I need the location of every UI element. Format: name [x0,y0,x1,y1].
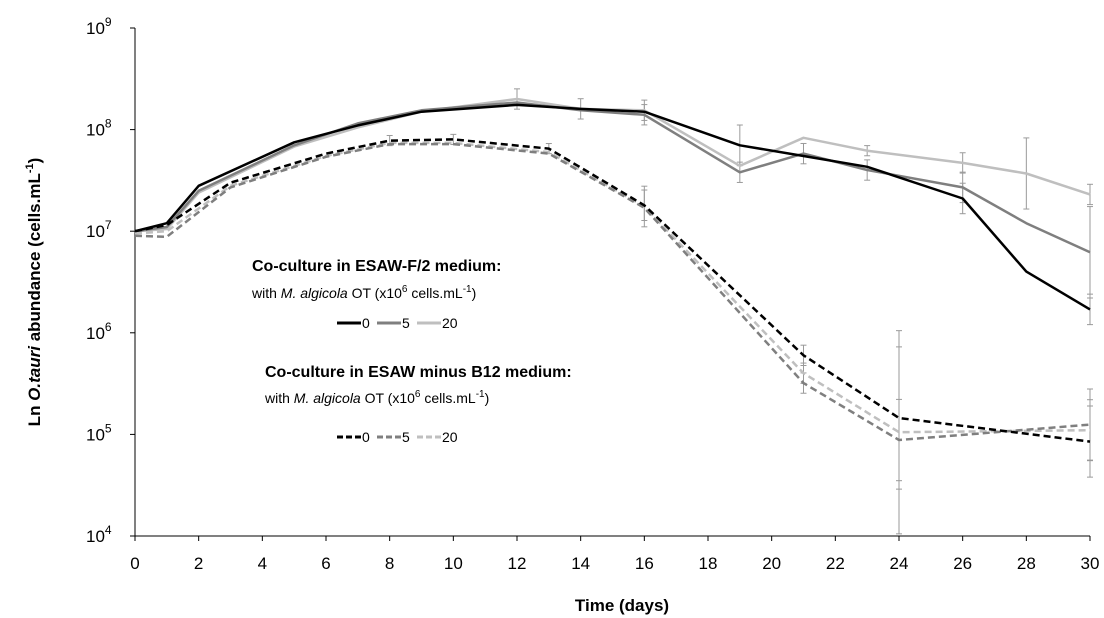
y-tick-label: 108 [86,117,112,140]
series-line-minus-b12-5 [134,142,1091,442]
y-axis-title: Ln O.tauri abundance (cells.mL-1) [24,158,44,427]
y-axis-title-species: O.tauri [25,345,44,401]
legend-heading-esaw-f2: Co-culture in ESAW-F/2 medium: [252,258,501,275]
y-axis-title-close: ) [25,158,44,164]
x-tick-label: 12 [508,554,527,573]
x-tick-label: 16 [635,554,654,573]
legend-label-b12-0: 0 [362,429,370,445]
x-tick-label: 28 [1017,554,1036,573]
y-axis-title-prefix: Ln [25,401,44,427]
legend-group-esaw-minus-b12: Co-culture in ESAW minus B12 medium: wit… [264,364,572,445]
legend-label-f2-20: 20 [442,315,458,331]
y-axis-ticks: 104 105 106 107 108 109 [86,15,135,546]
legend-subheading-esaw-f2: with M. algicola OT (x106 cells.mL-1) [251,284,476,301]
x-tick-label: 24 [890,554,909,573]
series-line-esaw-f2-5 [134,101,1091,254]
legend-label-b12-20: 20 [442,429,458,445]
legend-heading-minus-b12: Co-culture in ESAW minus B12 medium: [265,364,572,381]
legend-label-f2-5: 5 [402,315,410,331]
y-tick-label: 107 [86,218,112,241]
x-tick-label: 8 [385,554,394,573]
legend-subheading-minus-b12: with M. algicola OT (x106 cells.mL-1) [264,389,489,406]
x-tick-label: 22 [826,554,845,573]
x-tick-label: 4 [258,554,267,573]
series-line-esaw-f2-0 [134,103,1091,311]
legend-group-esaw-f2: Co-culture in ESAW-F/2 medium: with M. a… [251,258,501,331]
series-lines [134,97,1091,443]
y-tick-label: 105 [86,421,112,444]
y-axis-title-sup: -1 [24,163,36,173]
y-axis-title-suffix: abundance (cells.mL [25,173,44,346]
x-tick-label: 0 [130,554,139,573]
legend-label-f2-0: 0 [362,315,370,331]
x-axis-ticks: 0 2 4 6 8 10 12 14 16 18 20 22 24 26 28 30 [130,536,1099,573]
y-tick-label: 109 [86,15,112,38]
legend-label-b12-5: 5 [402,429,410,445]
x-tick-label: 14 [571,554,590,573]
x-tick-label: 18 [699,554,718,573]
series-line-minus-b12-0 [134,138,1091,443]
x-tick-label: 2 [194,554,203,573]
y-tick-label: 104 [86,523,112,546]
x-axis-title: Time (days) [575,596,669,615]
x-tick-label: 20 [762,554,781,573]
x-tick-label: 30 [1081,554,1100,573]
series-line-esaw-f2-20 [134,97,1091,233]
x-tick-label: 6 [321,554,330,573]
axes [134,28,1090,537]
x-tick-label: 10 [444,554,463,573]
y-tick-label: 106 [86,320,112,343]
x-tick-label: 26 [953,554,972,573]
